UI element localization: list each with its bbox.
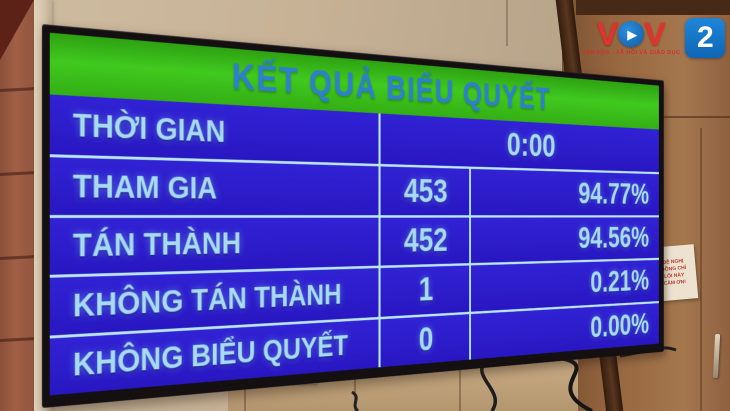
vote-count: 453 — [378, 166, 470, 216]
vov-letter-v: V — [596, 16, 619, 52]
vote-count: 0 — [378, 313, 470, 368]
channel-2-badge: 2 — [685, 18, 726, 58]
vov-letter-v: V — [644, 16, 666, 52]
wall-seam — [506, 0, 508, 46]
vote-percent: 94.56% — [469, 217, 659, 264]
row-label: TÁN THÀNH — [72, 226, 241, 264]
door-lintel — [576, 0, 730, 15]
voting-results-screen: KẾT QUẢ BIỂU QUYẾT THỜI GIAN 0:00 THAM G… — [42, 24, 664, 408]
voting-results-table: KẾT QUẢ BIỂU QUYẾT THỜI GIAN 0:00 THAM G… — [49, 32, 659, 396]
channel-number: 2 — [697, 21, 714, 54]
vote-count: 1 — [378, 265, 470, 317]
door-groove — [652, 116, 730, 118]
row-label: THAM GIA — [72, 167, 218, 206]
vote-percent: 94.77% — [469, 169, 659, 216]
plank-seam — [354, 352, 356, 411]
row-label: THỜI GIAN — [72, 106, 226, 149]
door-groove — [700, 128, 702, 411]
play-icon: ▶ — [627, 26, 638, 42]
vov2-channel-bug: V ▶ V VĂN HÓA - XÃ HỘI VÀ GIÁO DỤC 2 — [582, 16, 726, 58]
plank-seam — [459, 352, 461, 411]
vote-count: 452 — [378, 217, 470, 266]
vote-percent: 0.00% — [469, 302, 659, 360]
left-wood-panel — [0, 0, 41, 411]
row-label: KHÔNG TÁN THÀNH — [72, 277, 342, 324]
vov-logo: V ▶ V VĂN HÓA - XÃ HỘI VÀ GIÁO DỤC — [582, 16, 681, 56]
row-label: KHÔNG BIỂU QUYẾT — [72, 329, 349, 383]
vov-play-circle: ▶ — [618, 21, 645, 47]
vov-tagline: VĂN HÓA - XÃ HỘI VÀ GIÁO DỤC — [582, 50, 681, 56]
